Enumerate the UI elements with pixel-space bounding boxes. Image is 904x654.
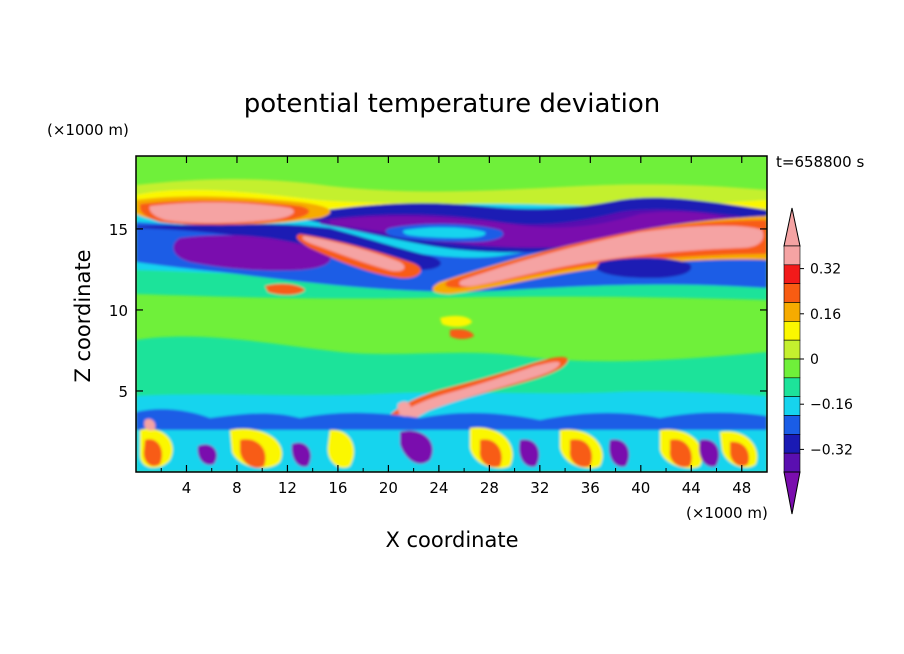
contour-region bbox=[403, 227, 486, 238]
colorbar-top-arrow bbox=[783, 207, 801, 247]
colorbar-labels: 0.32 0.16 0 −0.16 −0.32 bbox=[800, 262, 853, 458]
contour-region bbox=[302, 236, 405, 272]
contour-region bbox=[440, 315, 472, 327]
x-axis-label: X coordinate bbox=[385, 528, 518, 552]
colorbar bbox=[783, 207, 801, 515]
y-axis-ticks: 5 10 15 bbox=[109, 221, 767, 401]
contour-region bbox=[596, 257, 692, 278]
contour-region bbox=[450, 329, 474, 339]
colorbar-band bbox=[783, 283, 801, 303]
x-tick-label: 24 bbox=[429, 479, 448, 497]
plot-frame bbox=[135, 155, 768, 473]
colorbar-band bbox=[783, 434, 801, 454]
x-tick-label: 8 bbox=[232, 479, 242, 497]
y-tick-label: 15 bbox=[109, 221, 128, 239]
x-tick-label: 28 bbox=[480, 479, 499, 497]
contour-region bbox=[140, 427, 758, 469]
contour-region bbox=[136, 420, 767, 472]
x-tick-label: 4 bbox=[182, 479, 192, 497]
contour-region bbox=[265, 283, 305, 295]
chart-title: potential temperature deviation bbox=[244, 89, 660, 119]
x-axis-ticks: 4 8 12 16 20 24 28 32 36 40 44 48 bbox=[160, 156, 751, 497]
colorbar-label: −0.32 bbox=[810, 442, 853, 458]
x-tick-label: 40 bbox=[631, 479, 650, 497]
colorbar-band bbox=[783, 377, 801, 397]
y-unit-label: (×1000 m) bbox=[47, 121, 129, 139]
x-tick-label: 16 bbox=[328, 479, 347, 497]
colorbar-label: 0.32 bbox=[810, 262, 841, 278]
x-tick-label: 36 bbox=[581, 479, 600, 497]
colorbar-band bbox=[783, 415, 801, 435]
colorbar-band bbox=[783, 264, 801, 284]
colorbar-band bbox=[783, 339, 801, 360]
y-axis-label: Z coordinate bbox=[71, 249, 95, 382]
contour-region bbox=[143, 439, 750, 468]
contour-region bbox=[136, 336, 767, 400]
y-tick-label: 10 bbox=[109, 302, 128, 320]
x-tick-label: 12 bbox=[278, 479, 297, 497]
x-unit-label: (×1000 m) bbox=[686, 504, 768, 522]
colorbar-band bbox=[783, 396, 801, 416]
colorbar-label: 0.16 bbox=[810, 307, 841, 323]
contour-fill bbox=[136, 179, 767, 472]
x-tick-label: 32 bbox=[530, 479, 549, 497]
x-tick-label: 20 bbox=[379, 479, 398, 497]
plot-area bbox=[136, 156, 767, 472]
x-tick-label: 48 bbox=[732, 479, 751, 497]
colorbar-band bbox=[783, 452, 801, 473]
contour-region bbox=[459, 225, 764, 287]
colorbar-band bbox=[783, 321, 801, 341]
contour-region bbox=[136, 391, 767, 420]
y-tick-label: 5 bbox=[118, 383, 128, 401]
colorbar-label: 0 bbox=[810, 352, 819, 368]
contour-region bbox=[173, 235, 331, 271]
colorbar-band bbox=[783, 302, 801, 322]
contour-region bbox=[149, 202, 294, 223]
contour-region bbox=[392, 361, 560, 428]
contour-region bbox=[136, 409, 767, 430]
x-tick-label: 44 bbox=[682, 479, 701, 497]
contour-region bbox=[197, 430, 720, 467]
colorbar-band bbox=[783, 358, 801, 379]
colorbar-label: −0.16 bbox=[810, 397, 853, 413]
colorbar-band bbox=[783, 245, 801, 266]
colorbar-bottom-arrow bbox=[783, 471, 801, 515]
time-label: t=658800 s bbox=[776, 153, 864, 171]
